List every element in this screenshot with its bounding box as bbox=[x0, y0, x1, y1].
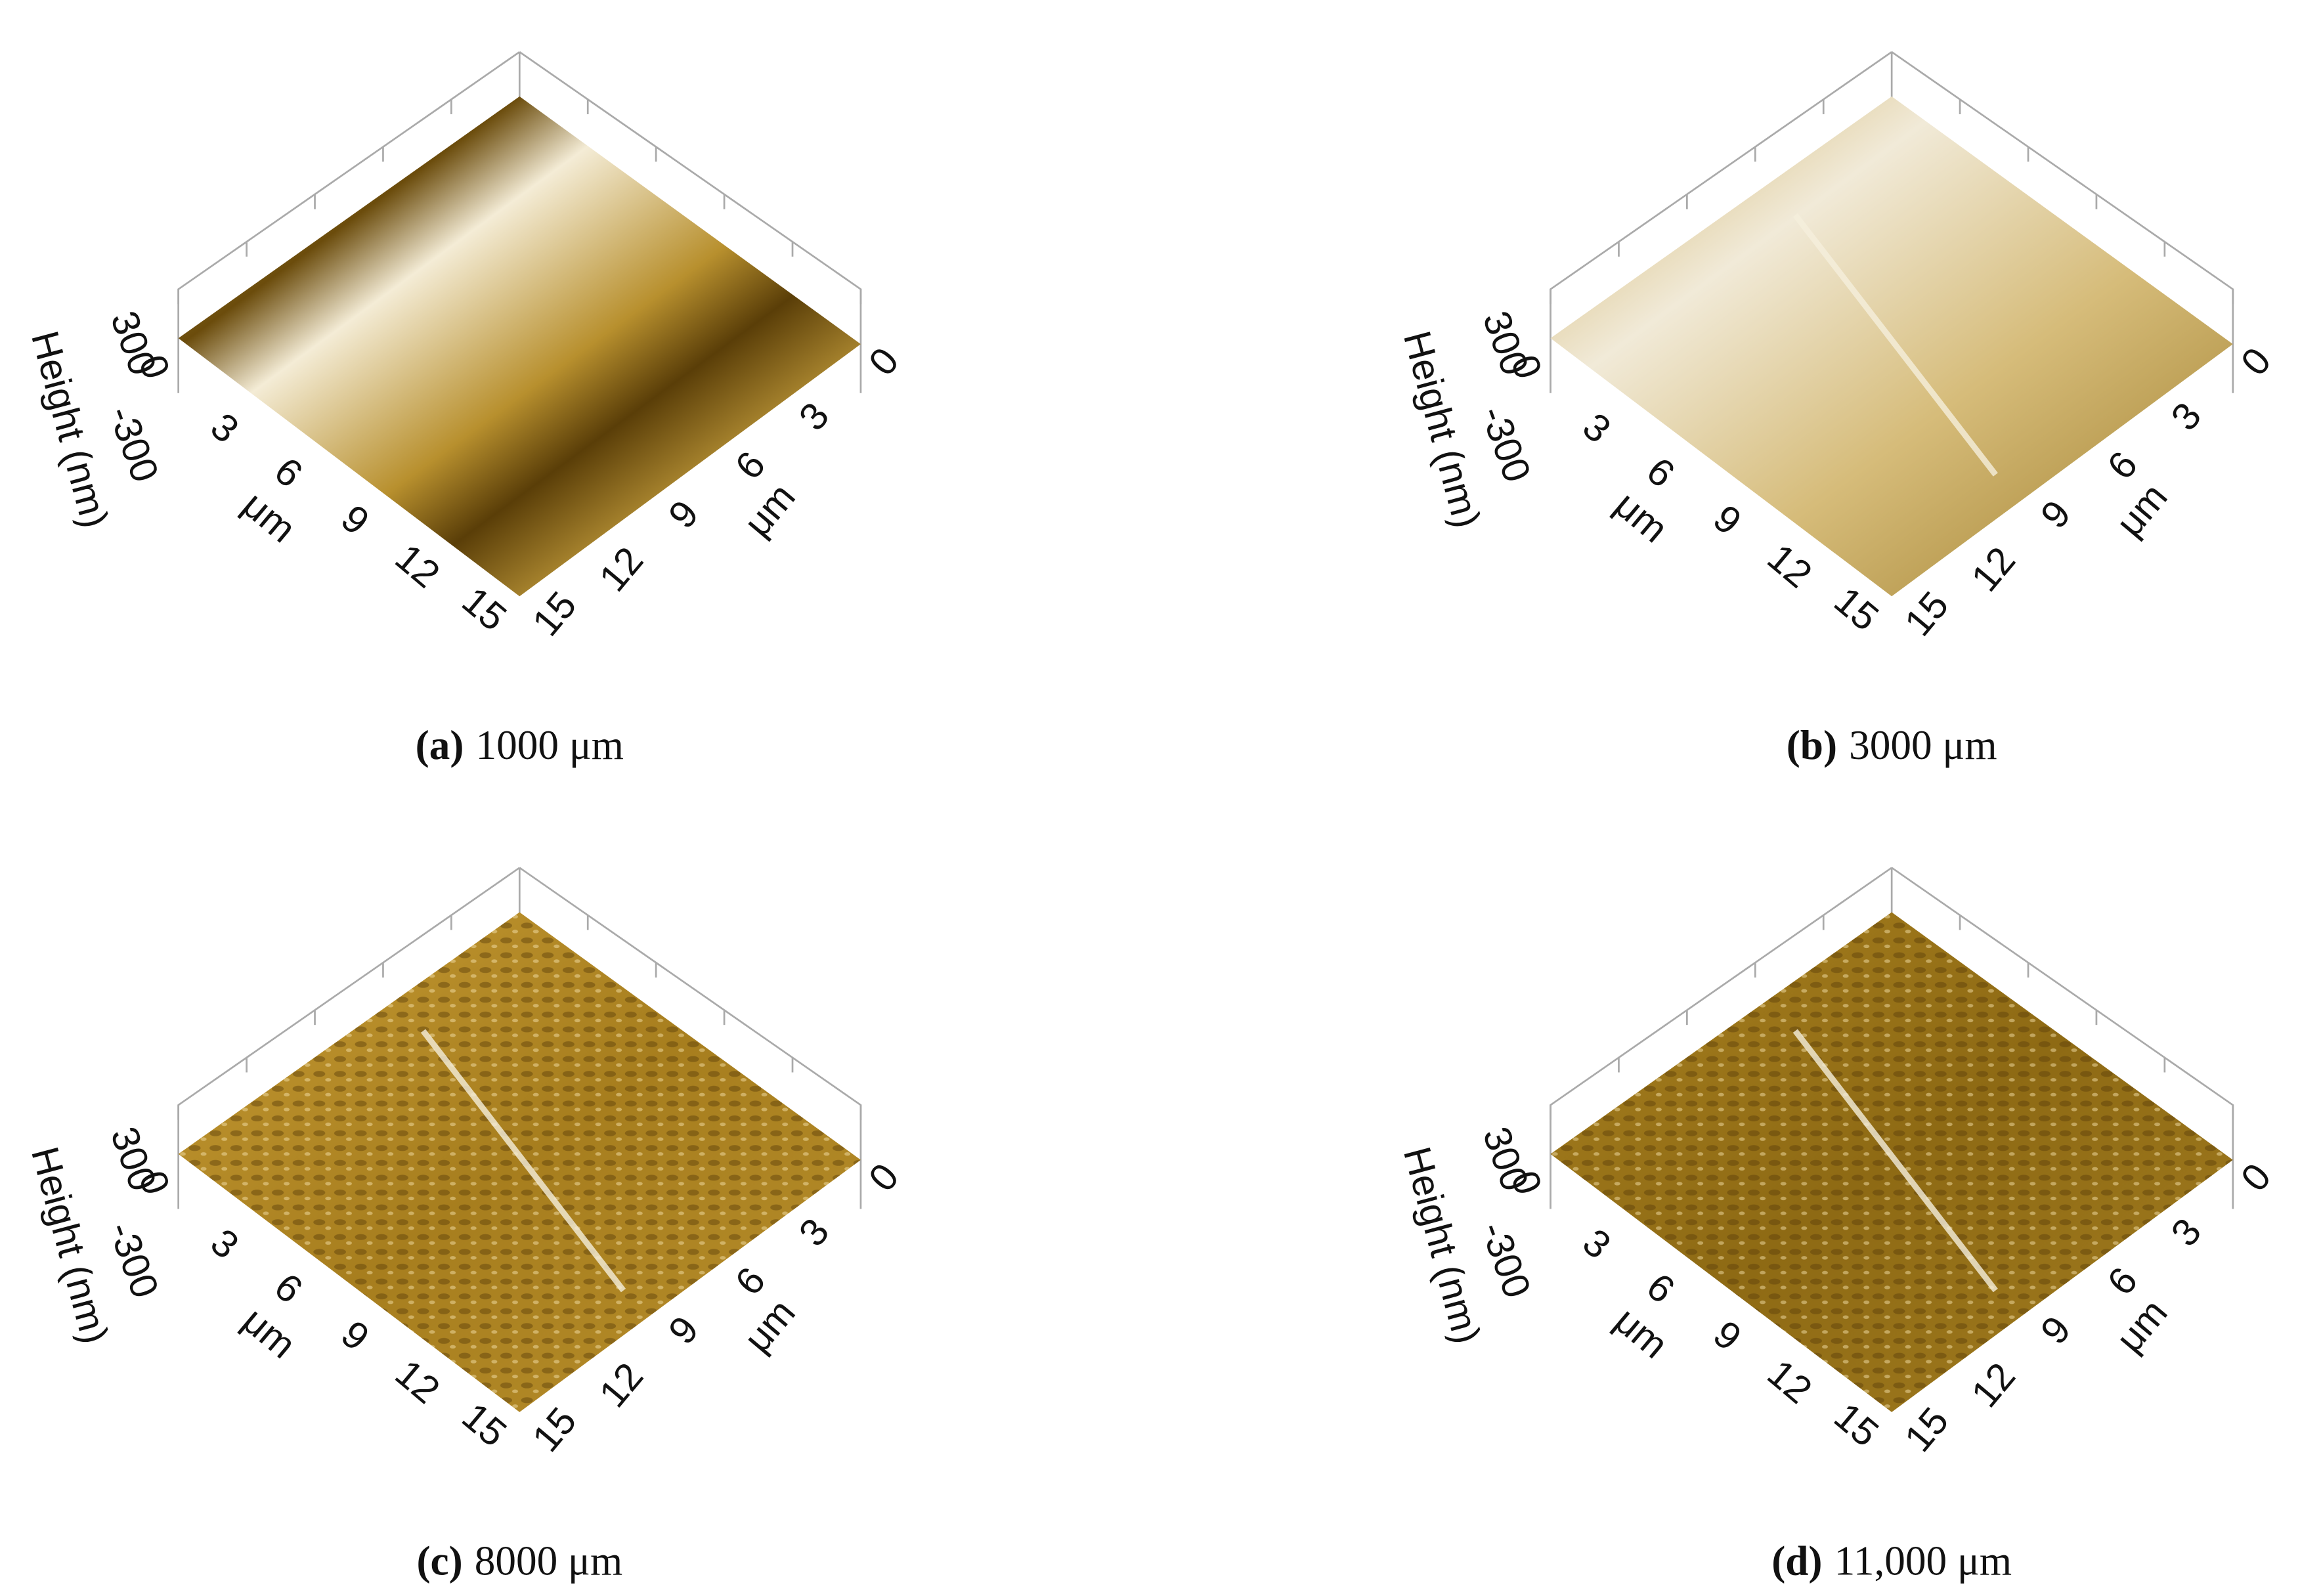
z-axis-title: Height (nm) bbox=[1395, 1142, 1488, 1348]
right-tick-label: 0 bbox=[861, 340, 907, 384]
right-axis-title: μm bbox=[2108, 1291, 2176, 1360]
left-tick-label: 15 bbox=[454, 579, 514, 639]
right-tick-label: 12 bbox=[592, 539, 652, 599]
z-tick-label: -300 bbox=[100, 1217, 166, 1304]
right-tick-label: 0 bbox=[2233, 1155, 2280, 1199]
right-tick-label: 9 bbox=[661, 492, 707, 536]
left-tick-label: 9 bbox=[333, 1312, 377, 1359]
z-axis-title: Height (nm) bbox=[23, 327, 116, 532]
left-tick-label: 9 bbox=[1705, 1312, 1749, 1359]
z-axis-title: Height (nm) bbox=[23, 1142, 116, 1348]
panel-label: (b) bbox=[1787, 722, 1837, 767]
left-axis-title: μm bbox=[234, 483, 303, 551]
left-axis-title: μm bbox=[234, 1299, 303, 1367]
left-tick-label: 3 bbox=[1574, 405, 1618, 452]
left-axis-title: μm bbox=[1607, 1299, 1676, 1367]
right-tick-label: 15 bbox=[1897, 584, 1957, 644]
afm-surface bbox=[178, 96, 861, 597]
caption-text: 8000 μm bbox=[475, 1538, 622, 1584]
z-tick-label: -300 bbox=[1472, 400, 1538, 488]
z-axis-title: Height (nm) bbox=[1395, 327, 1488, 532]
left-tick-label: 9 bbox=[333, 497, 377, 544]
right-tick-label: 0 bbox=[861, 1155, 907, 1199]
scratch bbox=[1792, 213, 1998, 477]
left-tick-label: 9 bbox=[1705, 497, 1749, 544]
right-tick-label: 3 bbox=[2163, 395, 2210, 439]
right-tick-label: 3 bbox=[791, 395, 838, 439]
right-tick-label: 0 bbox=[2233, 340, 2280, 384]
z-tick-label: -300 bbox=[100, 400, 166, 488]
afm-panel: Height (nm)3000-300 3691215μm03691215μm(d… bbox=[1395, 867, 2280, 1584]
left-tick-label: 12 bbox=[387, 536, 448, 596]
panel-label: (c) bbox=[416, 1538, 462, 1584]
left-tick-label: 3 bbox=[203, 405, 247, 452]
z-tick-label: -300 bbox=[1472, 1217, 1538, 1304]
scratch bbox=[420, 1029, 626, 1293]
caption-text: 3000 μm bbox=[1849, 722, 1997, 767]
left-tick-label: 6 bbox=[1639, 1265, 1683, 1312]
left-tick-label: 6 bbox=[267, 1265, 311, 1312]
right-tick-label: 3 bbox=[2163, 1211, 2210, 1255]
left-tick-label: 15 bbox=[1826, 579, 1886, 639]
right-tick-label: 9 bbox=[2033, 1308, 2079, 1352]
right-tick-label: 15 bbox=[525, 1400, 585, 1460]
surface-texture bbox=[178, 912, 861, 1412]
right-tick-label: 3 bbox=[791, 1211, 838, 1255]
left-tick-label: 12 bbox=[1760, 536, 1820, 596]
scratch bbox=[1792, 1029, 1998, 1293]
panel-caption: (b) 3000 μm bbox=[1787, 722, 1997, 767]
left-tick-label: 15 bbox=[1826, 1394, 1886, 1455]
panel-caption: (c) 8000 μm bbox=[416, 1538, 622, 1584]
left-tick-label: 15 bbox=[454, 1394, 514, 1455]
caption-text: 1000 μm bbox=[476, 722, 624, 767]
afm-panel: Height (nm)3000-300 3691215μm03691215μm(a… bbox=[23, 51, 907, 767]
right-tick-label: 9 bbox=[661, 1308, 707, 1352]
right-tick-label: 15 bbox=[1897, 1400, 1957, 1460]
afm-surface bbox=[1550, 96, 2233, 597]
right-tick-label: 9 bbox=[2033, 492, 2079, 536]
right-tick-label: 12 bbox=[1963, 1355, 2024, 1415]
right-axis-title: μm bbox=[736, 1291, 804, 1360]
panel-caption: (a) 1000 μm bbox=[416, 722, 624, 767]
afm-panel: Height (nm)3000-300 3691215μm03691215μm(b… bbox=[1395, 51, 2280, 767]
right-tick-label: 12 bbox=[592, 1355, 652, 1415]
panel-label: (d) bbox=[1771, 1538, 1822, 1584]
caption-text: 11,000 μm bbox=[1834, 1538, 2012, 1584]
afm-panel: Height (nm)3000-300 3691215μm03691215μm(c… bbox=[23, 867, 907, 1584]
right-axis-title: μm bbox=[736, 475, 804, 544]
left-tick-label: 12 bbox=[387, 1352, 448, 1412]
right-tick-label: 15 bbox=[525, 584, 585, 644]
left-tick-label: 6 bbox=[267, 450, 311, 496]
surface-texture bbox=[1550, 912, 2233, 1412]
right-tick-label: 12 bbox=[1963, 539, 2024, 599]
left-tick-label: 12 bbox=[1760, 1352, 1820, 1412]
right-axis-title: μm bbox=[2108, 475, 2176, 544]
left-tick-label: 3 bbox=[1574, 1220, 1618, 1267]
left-axis-title: μm bbox=[1607, 483, 1676, 551]
panel-label: (a) bbox=[416, 722, 464, 767]
panel-caption: (d) 11,000 μm bbox=[1771, 1538, 2012, 1584]
left-tick-label: 3 bbox=[203, 1220, 247, 1267]
left-tick-label: 6 bbox=[1639, 450, 1683, 496]
